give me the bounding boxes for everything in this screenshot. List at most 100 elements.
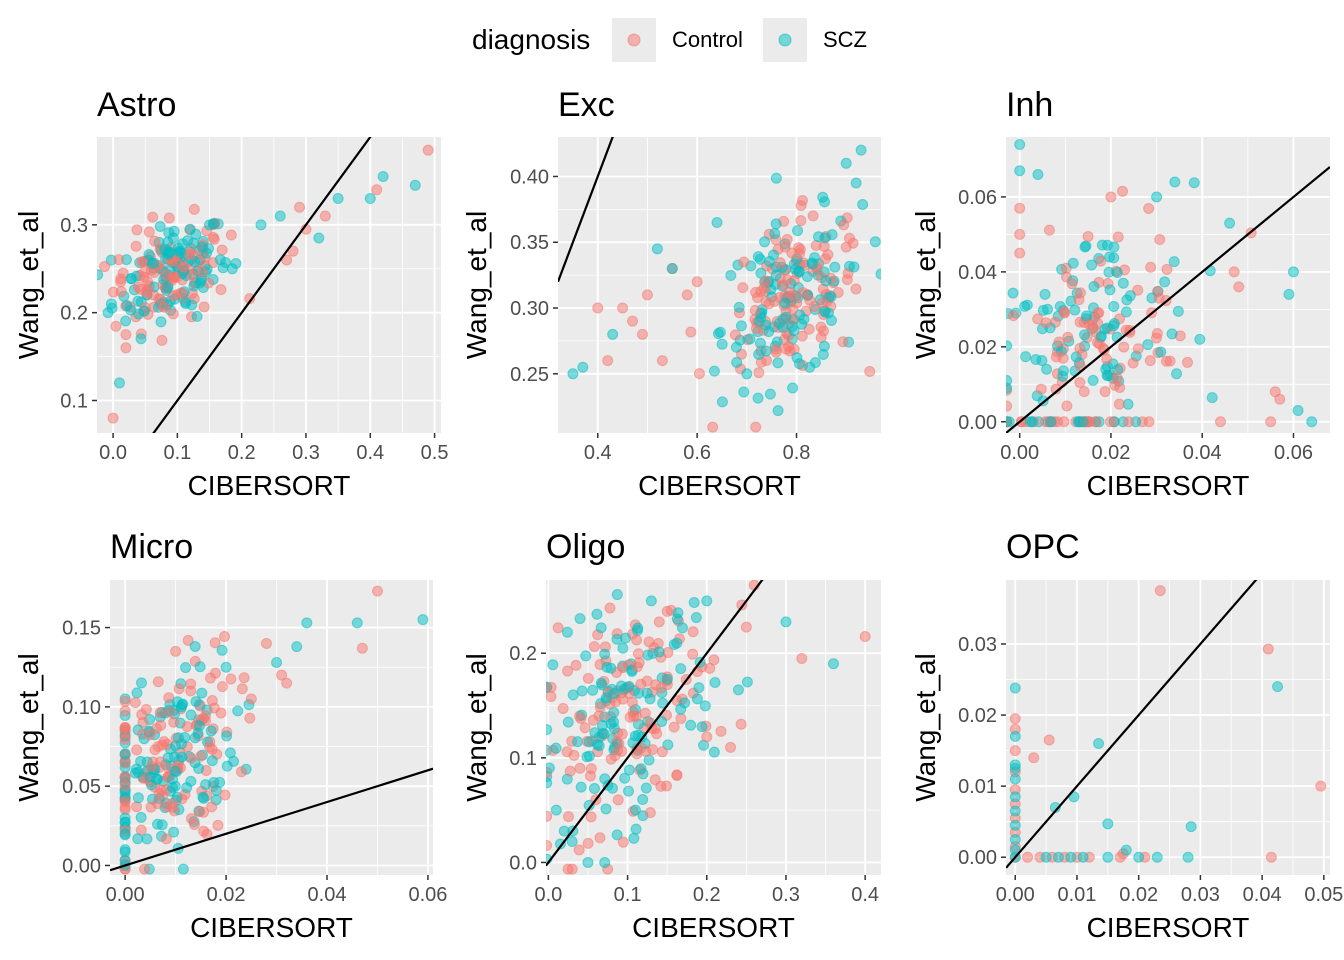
point-scz (131, 687, 143, 699)
point-scz (591, 608, 603, 620)
point-control (216, 244, 228, 256)
legend-label-scz: SCZ (823, 27, 867, 52)
point-scz (169, 765, 181, 777)
y-axis-title: Wang_et_al (13, 211, 44, 359)
point-scz (857, 198, 869, 210)
x-axis-title: CIBERSORT (632, 912, 795, 943)
point-control (661, 605, 673, 617)
point-control (107, 412, 119, 424)
y-tick-label: 0.06 (958, 187, 997, 209)
point-scz (574, 613, 586, 625)
point-scz (155, 316, 167, 328)
point-scz (196, 241, 208, 253)
point-scz (582, 856, 594, 868)
point-scz (693, 682, 705, 694)
point-control (840, 241, 852, 253)
point-scz (813, 231, 825, 243)
x-axis-title: CIBERSORT (1087, 912, 1250, 943)
point-control (244, 293, 256, 305)
point-control (185, 685, 197, 697)
point-control (1105, 191, 1117, 203)
point-scz (770, 218, 782, 230)
x-tick-label: 0.4 (356, 442, 384, 464)
point-control (199, 710, 211, 722)
point-scz (351, 617, 363, 629)
point-scz (869, 236, 881, 248)
point-scz (769, 228, 781, 240)
point-scz (731, 356, 743, 368)
point-scz (1172, 305, 1184, 317)
point-control (1058, 416, 1070, 428)
point-control (681, 289, 693, 301)
point-control (287, 245, 299, 257)
point-scz (332, 192, 344, 204)
point-scz (230, 257, 242, 269)
point-control (760, 275, 772, 287)
point-scz (596, 719, 608, 731)
point-scz (274, 210, 286, 222)
point-control (139, 863, 151, 875)
point-scz (1040, 851, 1052, 863)
point-control (546, 840, 553, 852)
point-control (235, 766, 247, 778)
point-control (671, 769, 683, 781)
point-scz (1096, 239, 1108, 251)
point-control (1074, 342, 1086, 354)
point-scz (547, 659, 559, 671)
point-control (1274, 393, 1286, 405)
point-control (837, 336, 849, 348)
point-control (1132, 284, 1144, 296)
point-scz (848, 261, 860, 273)
point-scz (1104, 284, 1116, 296)
x-tick-label: 0.06 (1274, 442, 1313, 464)
point-control (774, 257, 786, 269)
point-control (319, 210, 331, 222)
point-control (281, 677, 293, 689)
point-scz (1069, 304, 1081, 316)
point-scz (1108, 252, 1120, 264)
x-tick-label: 0.4 (584, 442, 612, 464)
point-scz (566, 836, 578, 848)
point-control (593, 710, 605, 722)
point-scz (754, 337, 766, 349)
point-control (1127, 357, 1139, 369)
point-scz (850, 177, 862, 189)
point-control (612, 794, 624, 806)
point-control (803, 323, 815, 335)
point-control (687, 648, 699, 660)
point-control (819, 253, 831, 265)
point-scz (675, 703, 687, 715)
point-scz (190, 696, 202, 708)
point-control (575, 713, 587, 725)
point-control (1154, 585, 1166, 597)
point-scz (607, 328, 619, 340)
point-control (818, 325, 830, 337)
point-control (1043, 734, 1055, 746)
point-control (564, 765, 576, 777)
point-scz (185, 709, 197, 721)
point-control (198, 301, 210, 313)
point-control (1145, 261, 1157, 273)
point-scz (1052, 851, 1064, 863)
point-scz (1306, 416, 1318, 428)
x-tick-label: 0.02 (1091, 442, 1130, 464)
point-control (644, 807, 656, 819)
x-tick-label: 0.1 (163, 442, 191, 464)
y-tick-label: 0.3 (60, 215, 88, 237)
y-tick-label: 0.05 (62, 776, 101, 798)
point-scz (217, 262, 229, 274)
point-control (1117, 185, 1129, 197)
point-scz (106, 302, 118, 314)
point-scz (676, 622, 688, 634)
point-control (750, 421, 762, 433)
point-scz (699, 700, 711, 712)
y-tick-label: 0.02 (958, 337, 997, 359)
point-scz (546, 762, 555, 774)
point-scz (141, 833, 153, 845)
point-scz (752, 251, 764, 263)
point-scz (1079, 241, 1091, 253)
point-control (1074, 360, 1086, 372)
point-control (650, 679, 662, 691)
point-scz (121, 300, 133, 312)
point-control (585, 763, 597, 775)
